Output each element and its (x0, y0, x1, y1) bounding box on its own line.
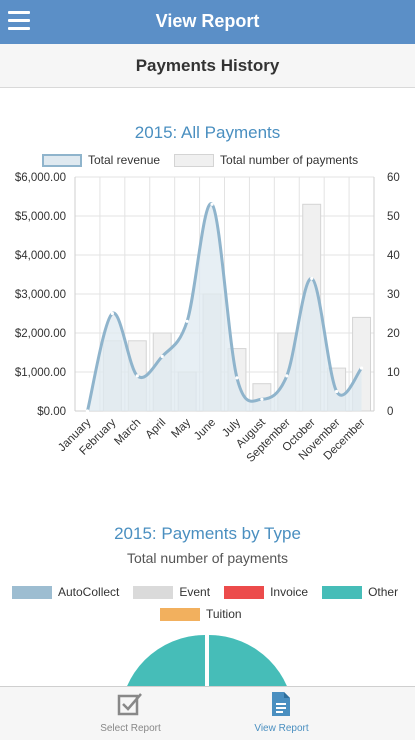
legend-swatch-count (174, 153, 215, 167)
revenue-point (235, 376, 239, 380)
revenue-area (87, 203, 362, 411)
revenue-line (86, 202, 363, 412)
revenue-combo-chart: $0.00 $1,000.00 $2,000.00 $3,000.00 $4,000.0… (15, 172, 400, 465)
type-chart-title: 2015: Payments by Type (114, 524, 301, 543)
y-right-tick-label: 20 (387, 328, 400, 340)
y-left-tick-label: $1,000.00 (15, 367, 66, 379)
type-legend-row: Tuition (160, 607, 242, 621)
type-chart-subtitle: Total number of payments (126, 550, 289, 566)
report-header: Payments History (0, 44, 415, 88)
type-legend-label: Tuition (206, 607, 242, 621)
y-left-tick-label: $2,000.00 (15, 328, 66, 340)
tab-select-report[interactable]: Select Report (27, 687, 234, 741)
revenue-point (335, 389, 339, 394)
report-content[interactable]: 2015: All Payments Total revenue Total n… (0, 89, 415, 686)
type-legend-swatch (322, 585, 363, 599)
type-legend-row: AutoCollect Event Invoice Other (12, 585, 398, 599)
y-left-tick-label: $3,000.00 (15, 289, 66, 301)
app-header: View Report (0, 0, 415, 44)
revenue-point (359, 366, 364, 370)
type-legend-label: Invoice (270, 585, 309, 599)
tab-view-report[interactable]: View Report (178, 687, 385, 741)
y-right-tick-label: 60 (387, 172, 400, 184)
legend-label-count: Total number of payments (220, 153, 359, 167)
type-legend-swatch (224, 585, 265, 599)
tab-select-report-label: Select Report (100, 723, 161, 734)
y-right-tick-label: 40 (387, 250, 400, 262)
x-tick-label: April (144, 417, 169, 442)
type-legend-label: AutoCollect (58, 585, 120, 599)
revenue-point (210, 202, 214, 206)
hamburger-menu-icon[interactable] (8, 11, 30, 31)
revenue-point (285, 374, 289, 378)
payments-by-type-pie (127, 635, 287, 686)
y-left-tick-label: $0.00 (37, 406, 66, 418)
pie-slice-other-left (127, 635, 205, 686)
report-title: Payments History (135, 56, 280, 75)
revenue-chart-legend: Total revenue Total number of payments (42, 153, 358, 167)
y-right-tick-label: 10 (387, 367, 400, 379)
revenue-point (85, 409, 90, 413)
y-right-tick-label: 50 (387, 211, 400, 223)
revenue-point (310, 276, 314, 280)
legend-swatch-revenue (42, 153, 82, 167)
y-right-tick-label: 0 (387, 406, 393, 418)
type-legend-label: Event (179, 585, 211, 599)
checkbox-icon (117, 693, 142, 716)
revenue-point (110, 311, 114, 316)
revenue-chart-title: 2015: All Payments (134, 123, 281, 142)
revenue-point (260, 397, 264, 401)
legend-label-revenue: Total revenue (88, 153, 161, 167)
pie-slice-other-right (209, 635, 287, 686)
document-icon (272, 692, 290, 716)
revenue-point (135, 374, 139, 378)
tab-view-report-label: View Report (254, 723, 309, 734)
type-legend-swatch (12, 585, 52, 599)
x-tick-label: May (169, 416, 193, 440)
revenue-point (185, 319, 189, 323)
type-legend-label: Other (368, 585, 399, 599)
x-tick-label: June (192, 417, 218, 443)
bottom-tab-bar: Select Report View Report (0, 686, 415, 740)
type-legend-swatch (133, 585, 174, 599)
app-title: View Report (155, 11, 260, 31)
revenue-point (160, 354, 164, 358)
y-right-tick-label: 30 (387, 289, 400, 301)
y-left-tick-label: $5,000.00 (15, 211, 66, 223)
y-left-tick-label: $4,000.00 (15, 250, 66, 262)
type-legend-swatch (160, 607, 200, 621)
y-left-tick-label: $6,000.00 (15, 172, 66, 184)
x-tick-label: March (112, 417, 143, 448)
